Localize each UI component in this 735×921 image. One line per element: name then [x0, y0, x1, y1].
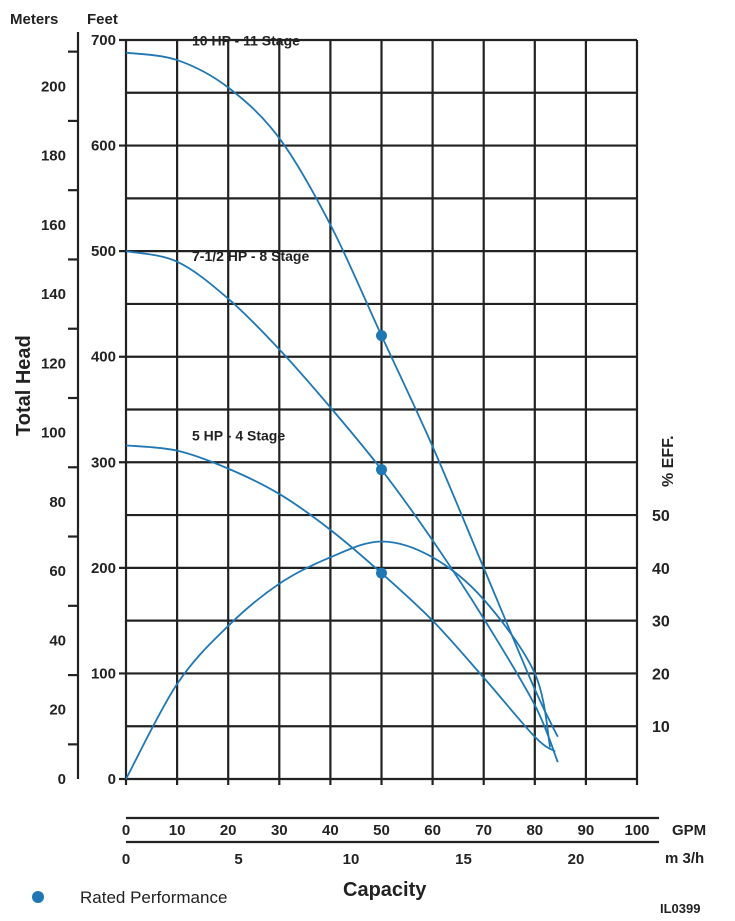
eff-tick-label: 20: [652, 666, 670, 683]
gpm-tick-label: 70: [475, 822, 492, 839]
gpm-unit-label: GPM: [672, 822, 706, 839]
eff-axis-title: % EFF.: [660, 435, 677, 487]
rated-point: [376, 464, 387, 476]
m3h-unit-label: m 3/h: [665, 850, 704, 867]
meters-tick-label: 180: [41, 148, 66, 165]
head-curve-2: [125, 444, 556, 753]
m3h-tick-label: 5: [234, 851, 242, 868]
gpm-tick-label: 40: [322, 822, 339, 839]
legend-label: Rated Performance: [80, 888, 227, 907]
m3h-tick-label: 0: [122, 851, 130, 868]
m3h-tick-label: 10: [343, 851, 360, 868]
meters-tick-label: 60: [49, 563, 66, 580]
meters-tick-label: 80: [49, 494, 66, 511]
figure-id: IL0399: [660, 901, 700, 916]
feet-tick-label: 400: [91, 349, 116, 366]
meters-tick-label: 40: [49, 632, 66, 649]
meters-tick-label: 160: [41, 217, 66, 234]
legend-marker: [32, 891, 44, 903]
eff-tick-label: 10: [652, 719, 670, 736]
curves: 10 HP - 11 Stage 7-1/2 HP - 8 Stage 5 HP -…: [125, 33, 559, 780]
gpm-tick-label: 20: [220, 822, 237, 839]
feet-tick-label: 300: [91, 454, 116, 471]
head-curve-1: [125, 250, 559, 763]
series-label: 5 HP - 4 Stage: [192, 427, 285, 443]
meters-tick-label: 200: [41, 78, 66, 95]
axes: 0100200300400500600700020406080100120140…: [41, 32, 670, 868]
feet-tick-label: 0: [108, 771, 116, 788]
y-axis-title: Total Head: [13, 335, 35, 436]
gpm-tick-label: 80: [526, 822, 543, 839]
series-label: 7-1/2 HP - 8 Stage: [192, 248, 309, 264]
gpm-tick-label: 100: [624, 822, 649, 839]
meters-tick-label: 20: [49, 702, 66, 719]
feet-tick-label: 500: [91, 243, 116, 260]
gpm-tick-label: 50: [373, 822, 390, 839]
eff-tick-label: 40: [652, 561, 670, 578]
gpm-tick-label: 0: [122, 822, 130, 839]
m3h-tick-label: 20: [568, 851, 585, 868]
feet-tick-label: 600: [91, 138, 116, 155]
feet-axis-title: Feet: [87, 11, 118, 28]
feet-tick-label: 100: [91, 665, 116, 682]
meters-tick-label: 140: [41, 286, 66, 303]
rated-point: [376, 330, 387, 342]
x-axis-title: Capacity: [343, 879, 427, 901]
eff-tick-label: 30: [652, 614, 670, 631]
feet-tick-label: 700: [91, 32, 116, 49]
gpm-tick-label: 90: [578, 822, 595, 839]
meters-tick-label: 0: [58, 771, 66, 788]
grid: [119, 38, 639, 785]
feet-tick-label: 200: [91, 560, 116, 577]
rated-point: [376, 567, 387, 579]
head-curve-0: [125, 51, 559, 738]
gpm-tick-label: 30: [271, 822, 288, 839]
meters-tick-label: 100: [41, 425, 66, 442]
m3h-tick-label: 15: [455, 851, 472, 868]
gpm-tick-label: 10: [169, 822, 186, 839]
series-label: 10 HP - 11 Stage: [192, 33, 300, 49]
meters-axis-title: Meters: [10, 11, 58, 28]
gpm-tick-label: 60: [424, 822, 441, 839]
efficiency-curve: [125, 540, 552, 780]
eff-tick-label: 50: [652, 508, 670, 525]
meters-tick-label: 120: [41, 355, 66, 372]
